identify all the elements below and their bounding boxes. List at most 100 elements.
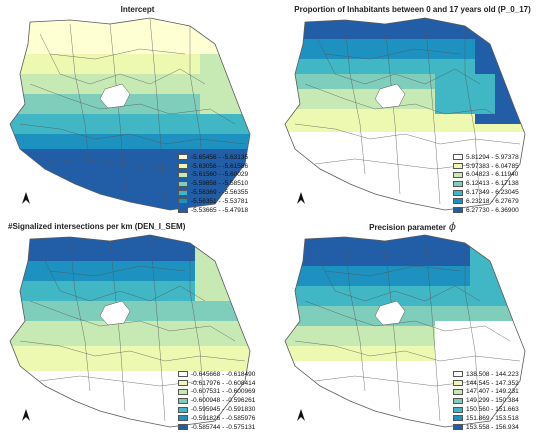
legend-swatch xyxy=(178,406,188,413)
map-panel-p017: Proportion of Inhabitants between 0 and … xyxy=(275,0,550,216)
legend-swatch xyxy=(178,207,188,214)
legend-swatch xyxy=(453,207,463,214)
map-legend: -0.645668 - -0.618490 -0.617976 - -0.608… xyxy=(178,370,255,432)
legend-label: 150.560 - 151.663 xyxy=(466,406,519,414)
legend-entry: 144.545 - 147.352 xyxy=(453,379,519,388)
legend-label: -5.65456 - -5.63135 xyxy=(191,153,249,161)
legend-entry: 6.27730 - 6.36900 xyxy=(453,206,519,215)
legend-entry: 150.560 - 151.663 xyxy=(453,405,519,414)
legend-swatch xyxy=(453,380,463,387)
legend-entry: -5.59858 - -5.58510 xyxy=(178,179,248,188)
legend-entry: -0.617976 - -0.608414 xyxy=(178,379,255,388)
north-arrow-icon xyxy=(297,409,305,421)
legend-entry: -0.645668 - -0.618490 xyxy=(178,370,255,379)
legend-label: -0.591826 - -0.585976 xyxy=(191,414,256,422)
legend-label: 153.558 - 156.934 xyxy=(466,423,519,431)
legend-swatch xyxy=(178,371,188,378)
legend-swatch xyxy=(178,415,188,422)
legend-entry: -0.600948 - -0.596261 xyxy=(178,396,255,405)
legend-label: -0.645668 - -0.618490 xyxy=(191,370,256,378)
north-arrow-icon xyxy=(297,192,305,204)
legend-swatch xyxy=(178,189,188,196)
legend-label: 6.23218 - 6.27679 xyxy=(466,197,519,205)
map-legend: 5.81294 - 5.97378 5.97383 - 6.04785 6.04… xyxy=(453,153,519,215)
city-choropleth-map xyxy=(284,17,526,211)
legend-swatch xyxy=(453,189,463,196)
phi-symbol: ϕ xyxy=(449,222,456,233)
legend-entry: 151.869 - 153.518 xyxy=(453,414,519,423)
legend-label: -0.607531 - -0.600969 xyxy=(191,388,256,396)
legend-swatch xyxy=(178,424,188,431)
legend-label: -0.595945 - -0.591830 xyxy=(191,406,256,414)
legend-swatch xyxy=(453,180,463,187)
legend-swatch xyxy=(178,388,188,395)
legend-entry: -0.607531 - -0.600969 xyxy=(178,388,255,397)
legend-swatch xyxy=(178,163,188,170)
legend-label: 6.27730 - 6.36900 xyxy=(466,206,519,214)
legend-label: 6.04823 - 6.11940 xyxy=(466,171,519,179)
legend-entry: 6.23218 - 6.27679 xyxy=(453,197,519,206)
legend-swatch xyxy=(178,171,188,178)
legend-label: -5.61560 - -5.60029 xyxy=(191,171,249,179)
legend-label: -0.617976 - -0.608414 xyxy=(191,379,256,387)
legend-entry: -5.53665 - -5.47918 xyxy=(178,206,248,215)
legend-swatch xyxy=(453,388,463,395)
legend-label: -0.585744 - -0.575131 xyxy=(191,423,256,431)
legend-label: 149.299 - 150.384 xyxy=(466,397,519,405)
legend-entry: 6.17349 - 6.23045 xyxy=(453,188,519,197)
legend-label: -5.58369 - -5.56355 xyxy=(191,189,249,197)
legend-entry: -5.65456 - -5.63135 xyxy=(178,153,248,162)
legend-label: -5.59858 - -5.58510 xyxy=(191,180,249,188)
panel-title: #Signalized intersections per km (DEN_I_… xyxy=(8,222,186,231)
legend-label: -5.63056 - -5.61586 xyxy=(191,162,249,170)
legend-label: 144.545 - 147.352 xyxy=(466,379,519,387)
map-panel-den-i-sem: #Signalized intersections per km (DEN_I_… xyxy=(0,217,275,433)
legend-entry: 5.81294 - 5.97378 xyxy=(453,153,519,162)
legend-swatch xyxy=(453,154,463,161)
legend-entry: 149.299 - 150.384 xyxy=(453,396,519,405)
legend-swatch xyxy=(453,371,463,378)
legend-swatch xyxy=(453,415,463,422)
legend-label: -0.600948 - -0.596261 xyxy=(191,397,256,405)
panel-title: Intercept xyxy=(120,5,155,14)
legend-entry: -5.56351 - -5.53781 xyxy=(178,197,248,206)
map-legend: 138.508 - 144.223 144.545 - 147.352 147.… xyxy=(453,370,519,432)
legend-swatch xyxy=(453,397,463,404)
legend-entry: 6.12413 - 6.17138 xyxy=(453,179,519,188)
north-arrow-icon xyxy=(22,192,30,204)
city-choropleth-map xyxy=(9,17,251,211)
legend-swatch xyxy=(453,163,463,170)
legend-label: 5.81294 - 5.97378 xyxy=(466,153,519,161)
legend-swatch xyxy=(178,397,188,404)
legend-entry: -0.585744 - -0.575131 xyxy=(178,423,255,432)
north-arrow-icon xyxy=(22,409,30,421)
legend-entry: 5.97383 - 6.04785 xyxy=(453,162,519,171)
legend-entry: 147.407 - 149.231 xyxy=(453,388,519,397)
legend-entry: 138.508 - 144.223 xyxy=(453,370,519,379)
map-panel-precision: Precision parameter ϕ xyxy=(275,217,550,433)
legend-entry: -0.595945 - -0.591830 xyxy=(178,405,255,414)
panel-title-text: Precision parameter xyxy=(369,223,447,232)
legend-entry: -0.591826 - -0.585976 xyxy=(178,414,255,423)
legend-swatch xyxy=(453,424,463,431)
legend-label: 147.407 - 149.231 xyxy=(466,388,519,396)
city-choropleth-map xyxy=(9,234,251,428)
legend-swatch xyxy=(178,180,188,187)
legend-label: 151.869 - 153.518 xyxy=(466,414,519,422)
legend-entry: -5.58369 - -5.56355 xyxy=(178,188,248,197)
legend-swatch xyxy=(178,198,188,205)
legend-label: 6.12413 - 6.17138 xyxy=(466,180,519,188)
map-legend: -5.65456 - -5.63135 -5.63056 - -5.61586 … xyxy=(178,153,248,215)
panel-title: Precision parameter ϕ xyxy=(275,222,550,233)
legend-label: -5.56351 - -5.53781 xyxy=(191,197,249,205)
legend-swatch xyxy=(453,406,463,413)
legend-label: -5.53665 - -5.47918 xyxy=(191,206,249,214)
legend-entry: 6.04823 - 6.11940 xyxy=(453,171,519,180)
legend-entry: 153.558 - 156.934 xyxy=(453,423,519,432)
legend-swatch xyxy=(453,171,463,178)
legend-label: 138.508 - 144.223 xyxy=(466,370,519,378)
legend-swatch xyxy=(178,154,188,161)
legend-label: 6.17349 - 6.23045 xyxy=(466,189,519,197)
panel-title: Proportion of Inhabitants between 0 and … xyxy=(294,5,531,14)
legend-swatch xyxy=(178,380,188,387)
